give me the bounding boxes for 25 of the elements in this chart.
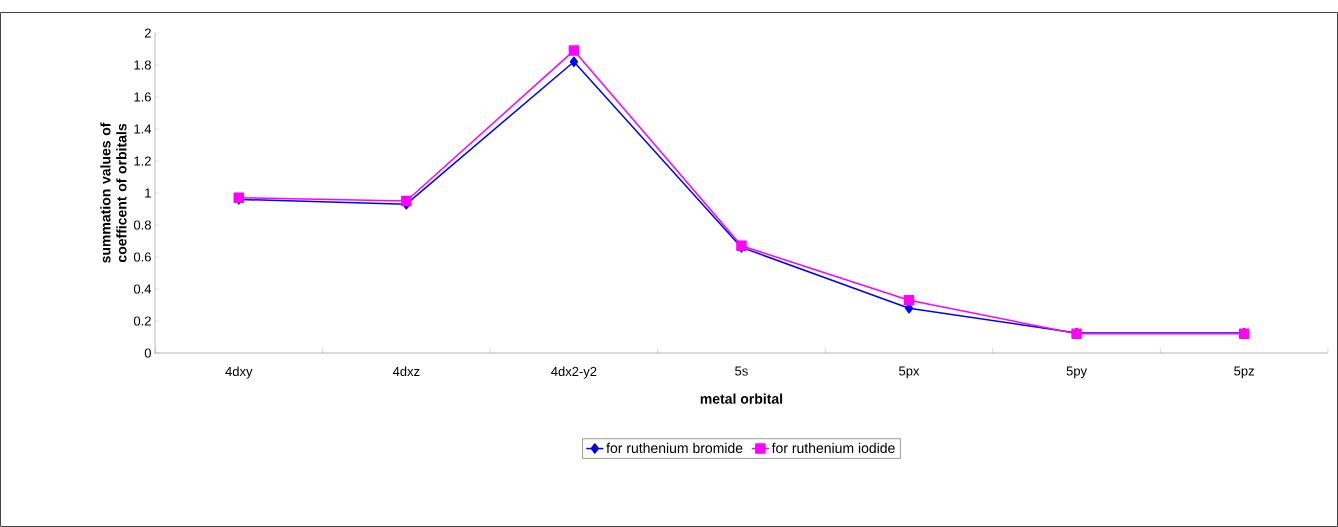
y-axis-title: summation values of coefficent of orbitals <box>100 122 127 263</box>
point <box>903 294 915 306</box>
x-tick-label: 5s <box>735 366 748 376</box>
legend-label: for ruthenium iodide <box>771 442 895 454</box>
y-tick-label: 1 <box>145 188 151 198</box>
y-tick-label: 1.4 <box>134 124 152 134</box>
x-tick-label: 5pz <box>1234 366 1254 379</box>
x-axis-title: metal orbital <box>700 393 783 404</box>
x-tick-label: 4dx2-y2 <box>551 366 597 379</box>
y-tick-label: 1.6 <box>134 92 151 102</box>
x-tick-label: 5px <box>899 366 920 379</box>
legend-label: for ruthenium bromide <box>606 442 743 454</box>
y-tick-label: 1.2 <box>134 156 151 166</box>
point <box>569 56 579 68</box>
y-tick-label: 0.6 <box>133 252 151 262</box>
x-tick-label: 4dxy <box>225 366 253 379</box>
y-tick-label: 1.8 <box>134 60 151 70</box>
y-tick-label: 0.4 <box>133 284 152 294</box>
y-tick-label: 0.8 <box>133 220 151 230</box>
y-tick-label: 0.2 <box>133 316 151 326</box>
y-tick-label: 0 <box>144 348 151 358</box>
point <box>568 45 580 56</box>
x-tick-label: 5py <box>1066 366 1088 379</box>
y-tick-label: 2 <box>144 28 151 38</box>
x-tick-label: 4dxz <box>392 366 420 377</box>
